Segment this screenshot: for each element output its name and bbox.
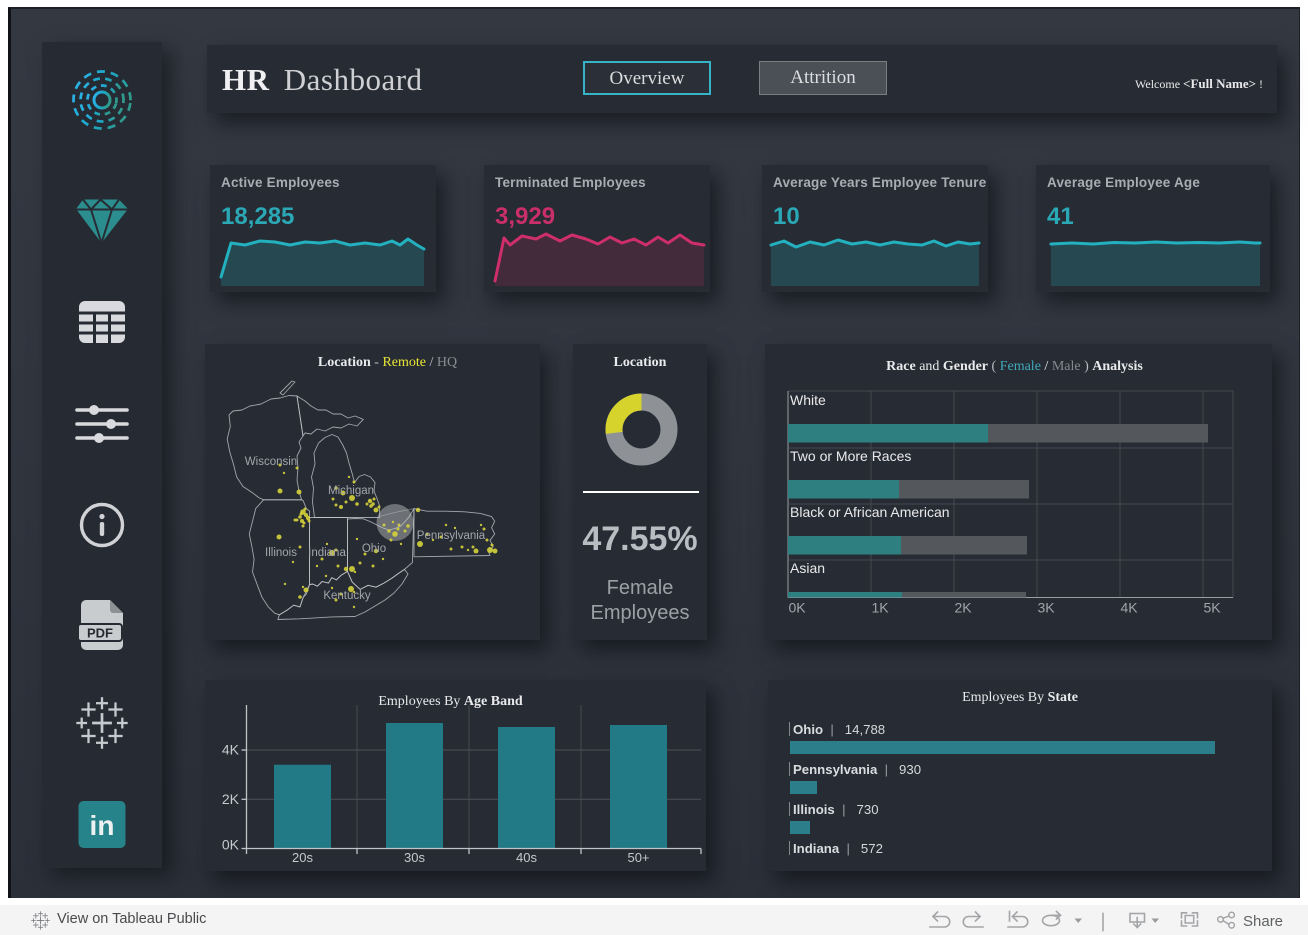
svg-text:in: in [90,810,115,841]
svg-text:2K: 2K [954,600,972,616]
svg-text:5K: 5K [1203,600,1221,616]
svg-text:Indiana | 572: Indiana | 572 [793,841,883,856]
svg-text:Female: Female [607,577,674,599]
svg-text:40s: 40s [516,850,537,865]
svg-text:50+: 50+ [627,850,649,865]
svg-text:Pennsylvania: Pennsylvania [417,530,486,542]
svg-text:Two or More Races: Two or More Races [790,448,911,464]
svg-text:Kentucky: Kentucky [323,590,371,602]
svg-text:Illinois | 730: Illinois | 730 [793,802,879,817]
svg-text:Wisconsin: Wisconsin [245,456,297,468]
svg-text:0K: 0K [222,837,240,853]
svg-text:Ohio | 14,788: Ohio | 14,788 [793,722,885,737]
svg-text:3K: 3K [1037,600,1055,616]
svg-text:Pennsylvania | 930: Pennsylvania | 930 [793,762,921,777]
svg-text:Asian: Asian [790,560,825,576]
svg-text:20s: 20s [292,850,313,865]
svg-text:Ohio: Ohio [362,543,386,555]
svg-text:Michigan: Michigan [328,485,374,497]
svg-text:Black or African American: Black or African American [790,504,950,520]
svg-text:Illinois: Illinois [265,547,297,559]
svg-text:0K: 0K [788,600,806,616]
svg-text:4K: 4K [222,742,240,758]
svg-text:2K: 2K [222,791,240,807]
svg-text:PDF: PDF [87,626,113,641]
svg-text:30s: 30s [404,850,425,865]
svg-text:1K: 1K [871,600,889,616]
svg-text:White: White [790,392,826,408]
svg-text:4K: 4K [1120,600,1138,616]
svg-text:Employees: Employees [591,602,690,624]
svg-text:47.55%: 47.55% [582,520,697,558]
svg-text:Indiana: Indiana [308,547,346,559]
